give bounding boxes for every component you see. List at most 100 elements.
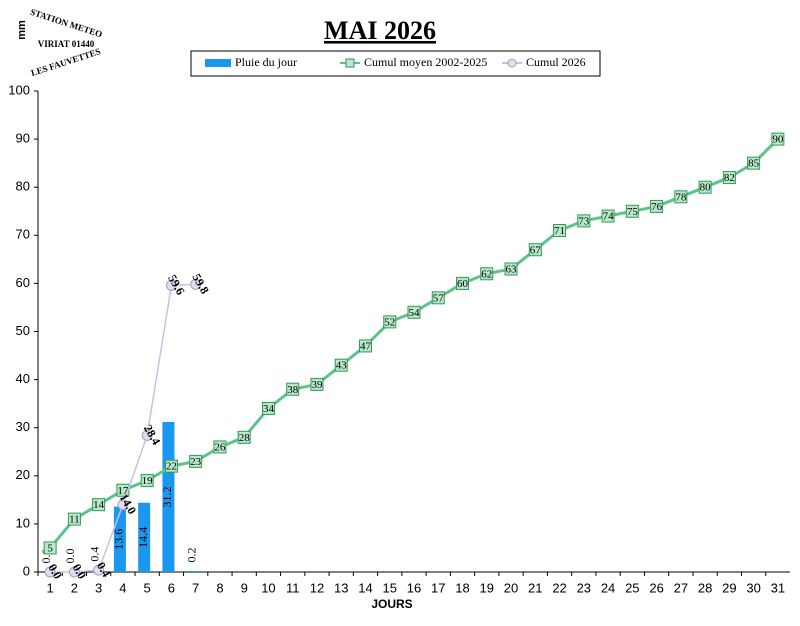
marker bbox=[625, 204, 639, 218]
x-tick-label: 25 bbox=[625, 580, 639, 595]
data-label: 73 bbox=[578, 215, 590, 227]
x-tick-label: 15 bbox=[383, 580, 397, 595]
data-label: 26 bbox=[214, 441, 226, 453]
x-tick-label: 10 bbox=[261, 580, 275, 595]
data-label: 34 bbox=[263, 403, 275, 415]
data-label: 54 bbox=[409, 307, 421, 319]
x-tick-label: 26 bbox=[649, 580, 663, 595]
x-tick-label: 21 bbox=[528, 580, 542, 595]
y-tick-label: 40 bbox=[16, 371, 30, 386]
marker bbox=[237, 430, 251, 444]
data-label: 11 bbox=[69, 514, 80, 526]
logo-text: STATION METEO bbox=[29, 7, 103, 40]
data-label: 0.4 bbox=[94, 559, 114, 579]
marker bbox=[480, 267, 494, 281]
x-tick-label: 6 bbox=[168, 580, 175, 595]
marker bbox=[383, 315, 397, 329]
legend-marker bbox=[507, 58, 517, 68]
x-tick-label: 16 bbox=[407, 580, 421, 595]
legend-marker bbox=[345, 58, 355, 68]
data-label: 75 bbox=[627, 206, 639, 218]
data-label: 90 bbox=[772, 134, 784, 146]
x-tick-label: 20 bbox=[504, 580, 518, 595]
data-label: 57 bbox=[433, 292, 445, 304]
data-label: 71 bbox=[554, 225, 565, 237]
marker bbox=[68, 566, 80, 578]
data-label: 80 bbox=[700, 182, 712, 194]
data-label: 0.0 bbox=[45, 561, 65, 581]
marker bbox=[674, 190, 688, 204]
data-label: 74 bbox=[603, 211, 615, 223]
logo: STATION METEO VIRIAT 01440 LES FAUVETTES bbox=[29, 7, 103, 78]
bar bbox=[186, 571, 199, 572]
x-tick-label: 2 bbox=[71, 580, 78, 595]
data-label: 14.4 bbox=[136, 527, 150, 548]
data-label: 76 bbox=[651, 201, 663, 213]
x-tick-label: 7 bbox=[192, 580, 199, 595]
x-tick-label: 18 bbox=[455, 580, 469, 595]
data-label: 60 bbox=[457, 278, 469, 290]
legend-label: Cumul 2026 bbox=[526, 55, 586, 69]
marker bbox=[165, 279, 177, 291]
marker bbox=[189, 454, 203, 468]
legend-label: Pluie du jour bbox=[235, 55, 297, 69]
x-tick-label: 19 bbox=[480, 580, 494, 595]
marker bbox=[164, 459, 178, 473]
marker bbox=[407, 305, 421, 319]
data-label: 78 bbox=[675, 191, 687, 203]
marker bbox=[771, 132, 785, 146]
data-label: 85 bbox=[748, 158, 760, 170]
marker bbox=[601, 209, 615, 223]
x-tick-label: 4 bbox=[119, 580, 126, 595]
y-tick-label: 30 bbox=[16, 419, 30, 434]
data-label: 0.2 bbox=[184, 548, 198, 563]
marker bbox=[116, 483, 130, 497]
marker bbox=[358, 339, 372, 353]
data-label: 17 bbox=[117, 485, 129, 497]
marker bbox=[117, 499, 129, 511]
data-label: 14 bbox=[93, 499, 105, 511]
y-tick-label: 20 bbox=[16, 467, 30, 482]
chart-title: MAI 2026 bbox=[324, 16, 436, 45]
y-tick-label: 0 bbox=[23, 563, 30, 578]
data-label: 43 bbox=[336, 360, 348, 372]
x-tick-label: 22 bbox=[552, 580, 566, 595]
x-tick-label: 24 bbox=[601, 580, 615, 595]
bar bbox=[138, 502, 151, 572]
marker bbox=[44, 566, 56, 578]
data-label: 39 bbox=[311, 379, 323, 391]
y-tick-label: 70 bbox=[16, 227, 30, 242]
marker bbox=[190, 278, 202, 290]
legend-swatch bbox=[205, 59, 231, 67]
data-label: 31.2 bbox=[160, 486, 174, 507]
x-tick-label: 23 bbox=[577, 580, 591, 595]
data-label: 67 bbox=[530, 244, 542, 256]
marker bbox=[698, 180, 712, 194]
logo-text: VIRIAT 01440 bbox=[38, 39, 95, 49]
x-tick-label: 27 bbox=[674, 580, 688, 595]
x-tick-label: 13 bbox=[334, 580, 348, 595]
y-tick-label: 100 bbox=[8, 82, 30, 97]
data-label: 47 bbox=[360, 340, 372, 352]
marker bbox=[286, 382, 300, 396]
legend-box bbox=[190, 50, 601, 77]
data-label: 0.0 bbox=[63, 549, 77, 564]
data-label: 59.8 bbox=[189, 271, 212, 296]
x-tick-label: 3 bbox=[95, 580, 102, 595]
x-tick-label: 29 bbox=[722, 580, 736, 595]
y-tick-label: 50 bbox=[16, 323, 30, 338]
marker bbox=[43, 541, 57, 555]
y-tick-label: 80 bbox=[16, 179, 30, 194]
x-tick-label: 14 bbox=[358, 580, 372, 595]
y-tick-label: 60 bbox=[16, 275, 30, 290]
x-tick-label: 28 bbox=[698, 580, 712, 595]
marker bbox=[528, 243, 542, 257]
marker bbox=[553, 223, 567, 237]
marker bbox=[141, 429, 153, 441]
logo-text: LES FAUVETTES bbox=[30, 46, 102, 78]
marker bbox=[213, 440, 227, 454]
x-tick-label: 12 bbox=[310, 580, 324, 595]
y-tick-label: 90 bbox=[16, 131, 30, 146]
data-label: 22 bbox=[166, 461, 177, 473]
marker bbox=[93, 564, 105, 576]
